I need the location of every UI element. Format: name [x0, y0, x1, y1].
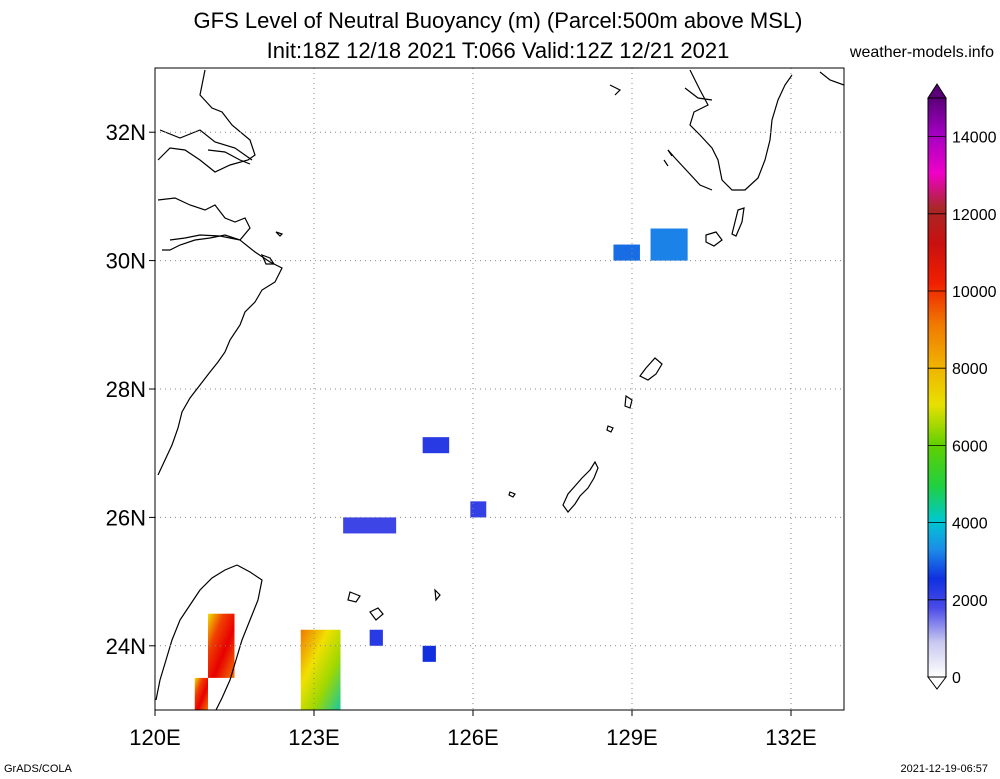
cell-26n-124e	[343, 517, 397, 534]
coastline-zhoushan	[260, 231, 284, 265]
colorbar-label: 2000	[952, 593, 988, 610]
coastline-okinawa	[562, 460, 599, 513]
colorbar-max-arrow	[927, 83, 947, 99]
cell-yaeyama	[300, 629, 341, 710]
lat-tick-label: 30N	[106, 249, 146, 274]
coastline-kyushu	[609, 69, 793, 191]
lon-tick-label: 123E	[288, 725, 339, 750]
cell-30n-129-5e	[650, 228, 688, 261]
lat-axis: 24N 26N 28N 30N 32N	[106, 120, 155, 659]
lat-tick-label: 26N	[106, 505, 146, 530]
cell-24n-124e	[369, 629, 383, 646]
lon-tick-label: 132E	[765, 725, 816, 750]
coastline-tanegashima	[731, 207, 745, 237]
coastline-amami	[639, 357, 663, 381]
footer-software: GrADS/COLA	[4, 763, 72, 775]
coastline-taiwan	[155, 564, 263, 710]
colorbar-min-arrow	[927, 676, 947, 690]
lon-tick-label: 126E	[447, 725, 498, 750]
cell-taiwan-south	[194, 677, 208, 710]
colorbar-label: 6000	[952, 438, 988, 455]
colorbar-bar	[927, 97, 947, 678]
colorbar-label: 8000	[952, 361, 988, 378]
gridlines	[154, 68, 844, 710]
chart-title: GFS Level of Neutral Buoyancy (m) (Parce…	[193, 8, 803, 33]
cell-30n-129e	[613, 244, 640, 261]
site-credit: weather-models.info	[849, 44, 994, 61]
buoyancy-shading	[194, 228, 688, 710]
colorbar-label: 4000	[952, 516, 988, 533]
coastline-kumejima	[508, 491, 516, 498]
coastline-ishigaki	[347, 591, 384, 621]
colorbar-label: 14000	[952, 130, 997, 147]
coastline-tokunoshima	[624, 394, 633, 409]
colorbar-label: 12000	[952, 207, 997, 224]
lon-tick-label: 120E	[129, 725, 180, 750]
coastline-koshiki	[663, 149, 673, 167]
colorbar: 0 2000 4000 6000 8000 10000 12000 14000	[927, 83, 997, 690]
cell-26n-126e	[470, 501, 487, 518]
colorbar-label: 10000	[952, 284, 997, 301]
coastline-china	[157, 69, 283, 476]
coastline-miyako	[434, 588, 441, 602]
coastline-shikoku	[819, 71, 844, 86]
footer-timestamp: 2021-12-19-06:57	[900, 763, 988, 775]
colorbar-label: 0	[952, 670, 961, 687]
coastline-yakushima	[705, 231, 723, 247]
coastline-yangtze	[159, 129, 253, 165]
lon-tick-label: 129E	[606, 725, 657, 750]
lon-axis: 120E 123E 126E 129E 132E	[129, 710, 817, 750]
lat-tick-label: 32N	[106, 120, 146, 145]
chart-subtitle: Init:18Z 12/18 2021 T:066 Valid:12Z 12/2…	[266, 38, 730, 63]
lat-tick-label: 24N	[106, 634, 146, 659]
cell-27n-125e	[422, 437, 450, 454]
cell-24n-125e	[422, 645, 436, 662]
lat-tick-label: 28N	[106, 377, 146, 402]
coastlines	[155, 69, 844, 710]
coastline-okinoerabu	[606, 425, 614, 433]
